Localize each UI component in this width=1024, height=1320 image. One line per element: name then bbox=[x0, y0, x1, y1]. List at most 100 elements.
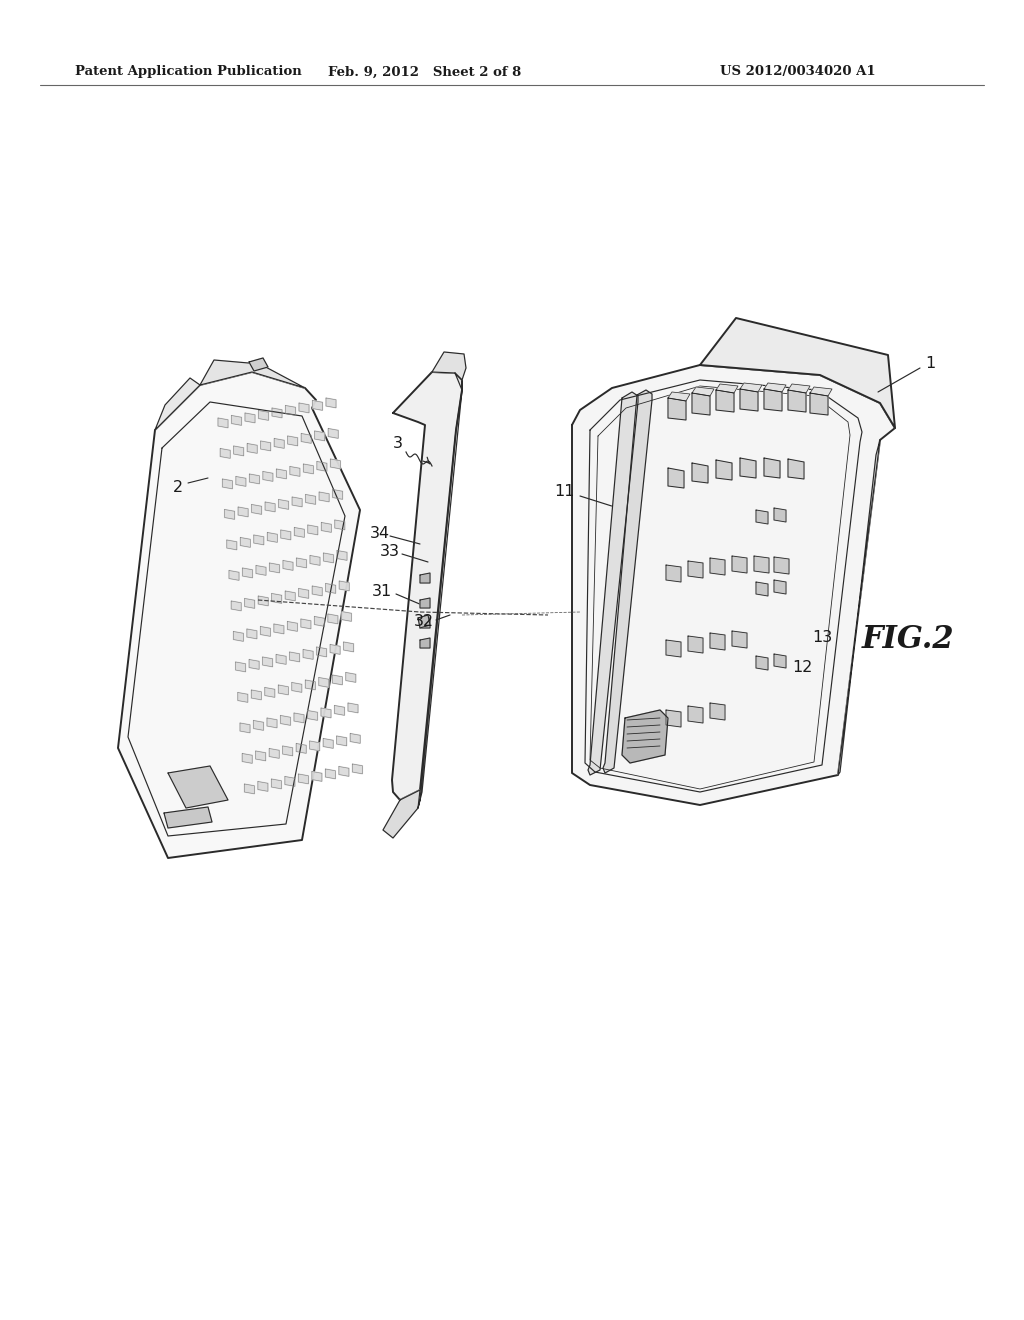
Polygon shape bbox=[281, 531, 291, 540]
Polygon shape bbox=[267, 718, 278, 727]
Polygon shape bbox=[666, 710, 681, 727]
Text: 32: 32 bbox=[414, 615, 434, 630]
Polygon shape bbox=[298, 774, 308, 784]
Polygon shape bbox=[308, 525, 317, 535]
Polygon shape bbox=[273, 624, 284, 634]
Polygon shape bbox=[732, 556, 746, 573]
Polygon shape bbox=[810, 393, 828, 414]
Polygon shape bbox=[297, 558, 306, 568]
Polygon shape bbox=[276, 469, 287, 479]
Text: 11: 11 bbox=[555, 484, 575, 499]
Text: 2: 2 bbox=[173, 479, 183, 495]
Polygon shape bbox=[716, 459, 732, 480]
Polygon shape bbox=[236, 663, 246, 672]
Polygon shape bbox=[392, 372, 462, 800]
Polygon shape bbox=[341, 611, 351, 622]
Polygon shape bbox=[288, 622, 297, 631]
Polygon shape bbox=[764, 458, 780, 478]
Polygon shape bbox=[383, 789, 420, 838]
Polygon shape bbox=[700, 318, 895, 428]
Polygon shape bbox=[339, 767, 349, 776]
Polygon shape bbox=[285, 776, 295, 787]
Polygon shape bbox=[274, 438, 285, 449]
Polygon shape bbox=[572, 366, 895, 805]
Polygon shape bbox=[326, 399, 336, 408]
Text: 13: 13 bbox=[812, 631, 833, 645]
Polygon shape bbox=[200, 360, 305, 388]
Polygon shape bbox=[326, 583, 336, 593]
Text: 31: 31 bbox=[372, 585, 392, 599]
Text: 33: 33 bbox=[380, 544, 400, 560]
Polygon shape bbox=[716, 384, 738, 393]
Polygon shape bbox=[243, 568, 253, 578]
Polygon shape bbox=[279, 499, 289, 510]
Polygon shape bbox=[303, 649, 313, 659]
Polygon shape bbox=[118, 372, 360, 858]
Polygon shape bbox=[305, 680, 315, 690]
Polygon shape bbox=[286, 405, 296, 416]
Polygon shape bbox=[261, 441, 270, 451]
Polygon shape bbox=[271, 594, 282, 603]
Polygon shape bbox=[271, 779, 282, 789]
Polygon shape bbox=[339, 581, 349, 591]
Polygon shape bbox=[316, 647, 327, 657]
Polygon shape bbox=[324, 738, 333, 748]
Polygon shape bbox=[312, 586, 323, 595]
Polygon shape bbox=[774, 653, 786, 668]
Polygon shape bbox=[218, 418, 228, 428]
Polygon shape bbox=[710, 558, 725, 576]
Polygon shape bbox=[245, 598, 255, 609]
Polygon shape bbox=[420, 638, 430, 648]
Text: FIG.2: FIG.2 bbox=[862, 624, 954, 656]
Polygon shape bbox=[249, 358, 268, 371]
Polygon shape bbox=[692, 387, 714, 396]
Polygon shape bbox=[774, 579, 786, 594]
Polygon shape bbox=[292, 682, 302, 692]
Polygon shape bbox=[740, 383, 762, 392]
Polygon shape bbox=[346, 672, 355, 682]
Polygon shape bbox=[668, 392, 690, 401]
Polygon shape bbox=[233, 446, 244, 455]
Polygon shape bbox=[764, 389, 782, 411]
Polygon shape bbox=[305, 495, 315, 504]
Polygon shape bbox=[236, 477, 246, 486]
Polygon shape bbox=[249, 660, 259, 669]
Polygon shape bbox=[337, 550, 347, 560]
Polygon shape bbox=[420, 573, 430, 583]
Polygon shape bbox=[272, 408, 282, 418]
Polygon shape bbox=[314, 432, 325, 441]
Polygon shape bbox=[788, 459, 804, 479]
Polygon shape bbox=[303, 465, 313, 474]
Polygon shape bbox=[732, 631, 746, 648]
Polygon shape bbox=[774, 557, 790, 574]
Polygon shape bbox=[245, 413, 255, 422]
Polygon shape bbox=[764, 383, 786, 392]
Text: 3: 3 bbox=[393, 437, 403, 451]
Polygon shape bbox=[668, 469, 684, 488]
Polygon shape bbox=[301, 433, 311, 444]
Text: 12: 12 bbox=[792, 660, 812, 676]
Polygon shape bbox=[348, 704, 358, 713]
Polygon shape bbox=[155, 378, 200, 430]
Polygon shape bbox=[326, 770, 336, 779]
Text: 1: 1 bbox=[925, 355, 935, 371]
Polygon shape bbox=[265, 688, 274, 697]
Polygon shape bbox=[333, 490, 343, 499]
Polygon shape bbox=[754, 556, 769, 573]
Polygon shape bbox=[226, 540, 237, 550]
Text: 34: 34 bbox=[370, 527, 390, 541]
Polygon shape bbox=[310, 556, 319, 565]
Polygon shape bbox=[269, 564, 280, 573]
Polygon shape bbox=[329, 429, 338, 438]
Polygon shape bbox=[309, 741, 319, 751]
Polygon shape bbox=[243, 754, 252, 763]
Polygon shape bbox=[258, 597, 268, 606]
Polygon shape bbox=[269, 748, 280, 758]
Polygon shape bbox=[666, 640, 681, 657]
Polygon shape bbox=[299, 589, 308, 598]
Polygon shape bbox=[238, 693, 248, 702]
Polygon shape bbox=[283, 561, 293, 570]
Polygon shape bbox=[810, 387, 831, 396]
Polygon shape bbox=[239, 507, 248, 517]
Polygon shape bbox=[692, 393, 710, 414]
